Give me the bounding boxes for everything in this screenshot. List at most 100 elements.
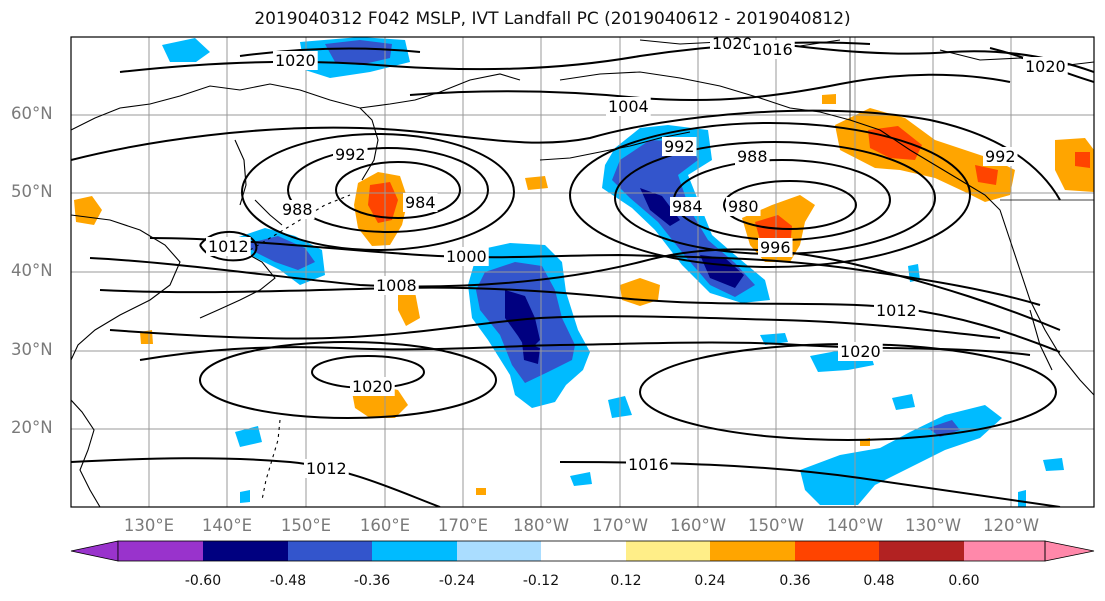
contour-low-east-980 xyxy=(723,180,857,230)
ivt-positive-patch-5 xyxy=(525,176,548,190)
coast-sakhalin xyxy=(234,139,247,206)
lon-label: 160°E xyxy=(359,516,411,535)
contour-label-background xyxy=(374,276,419,295)
contour-label-background xyxy=(838,342,883,361)
contour-1012 xyxy=(109,315,1001,340)
colorbar-segment xyxy=(795,541,879,561)
contour-label-background xyxy=(670,197,705,216)
contour-label-background xyxy=(206,237,251,256)
coast-asia-south xyxy=(71,399,101,507)
contour-996 xyxy=(71,109,1061,201)
colorbar-segment xyxy=(626,541,710,561)
contour-label: 1012 xyxy=(876,301,917,320)
ivt-negative-northwest-outer xyxy=(162,38,210,62)
contour-label-background xyxy=(758,238,793,257)
contour-label: 992 xyxy=(664,137,695,156)
colorbar-segment xyxy=(203,541,288,561)
contour-label-background xyxy=(626,455,671,474)
contour-label: 1020 xyxy=(840,342,881,361)
contour-low-west-984 xyxy=(335,161,461,219)
contour-label-background xyxy=(280,200,315,219)
lon-label: 140°W xyxy=(826,516,884,535)
contour-label: 1016 xyxy=(752,40,793,59)
contour-label-background xyxy=(403,193,438,212)
coast-kamchatka xyxy=(359,107,379,181)
contour-label: 992 xyxy=(985,147,1016,166)
coast-asia xyxy=(71,73,521,131)
lon-label: 170°W xyxy=(591,516,649,535)
contour-label: 1016 xyxy=(628,455,669,474)
colorbar-frame xyxy=(117,540,1046,562)
colorbar-segment xyxy=(964,541,1045,561)
ivt-negative-southeast-outer xyxy=(800,405,1002,505)
ivt-positive-canada-core2 xyxy=(975,165,998,185)
lon-label: 160°W xyxy=(669,516,727,535)
contour-label: 992 xyxy=(335,145,366,164)
coast-ne-canada xyxy=(939,49,1094,67)
ivt-negative-patch-6 xyxy=(570,472,592,486)
contour-label: 1020 xyxy=(352,377,393,396)
contour-label-background xyxy=(304,459,349,478)
colorbar-label: -0.36 xyxy=(353,573,391,589)
colorbar-segment xyxy=(372,541,457,561)
contour-label: 984 xyxy=(405,193,436,212)
colorbar xyxy=(70,540,1095,562)
lat-label: 60°N xyxy=(11,104,53,123)
colorbar-segment xyxy=(118,541,203,561)
colorbar-label: -0.60 xyxy=(184,573,222,589)
lon-label: 150°W xyxy=(747,516,805,535)
contour-label-background xyxy=(273,51,318,70)
ivt-negative-patch-2 xyxy=(760,333,788,345)
contour-1000 xyxy=(149,237,1041,306)
contour-low-east-992 xyxy=(569,122,971,268)
contour-label: 996 xyxy=(760,238,791,257)
colorbar-segment xyxy=(879,541,964,561)
ivt-positive-east-core xyxy=(1075,152,1090,168)
map-frame xyxy=(70,36,1095,508)
contour-low-west-988 xyxy=(287,147,489,233)
colorbar-label: 0.36 xyxy=(779,573,811,589)
colorbar-extend-low xyxy=(70,540,119,562)
colorbar-label: -0.12 xyxy=(522,573,560,589)
contour-1012-south xyxy=(71,457,441,507)
ivt-positive-nw-pacific-core xyxy=(368,182,398,223)
lat-label: 30°N xyxy=(11,340,53,359)
colorbar-label: 0.60 xyxy=(948,573,980,589)
contour-label: 1020 xyxy=(275,51,316,70)
ivt-negative-patch-10 xyxy=(1018,490,1026,507)
ivt-negative-patch-5 xyxy=(235,426,262,447)
colorbar-extend-high xyxy=(1044,540,1095,562)
ivt-negative-aleutian-core xyxy=(640,188,680,226)
colorbar-segment xyxy=(288,541,372,561)
contour-label: 988 xyxy=(282,200,313,219)
lon-label: 130°E xyxy=(123,516,175,535)
contour-low-west-992 xyxy=(241,133,515,251)
contour-labels: 1020 1020 1016 1020 1004 992 992 988 988… xyxy=(206,34,1068,478)
contour-label-background xyxy=(726,197,761,216)
contour-label-background xyxy=(710,37,755,53)
coast-japan-north xyxy=(254,199,283,226)
contour-label: 1020 xyxy=(712,34,753,53)
lat-label: 20°N xyxy=(11,418,53,437)
contour-1004-north xyxy=(409,73,1011,102)
colorbar-label: 0.12 xyxy=(610,573,642,589)
colorbar-segment xyxy=(541,541,626,561)
contour-label-background xyxy=(983,147,1018,166)
ivt-negative-central-core xyxy=(505,290,540,352)
contour-label-background xyxy=(1023,57,1068,76)
ivt-positive-patch-9 xyxy=(476,488,486,495)
coast-alaska xyxy=(559,71,851,121)
contour-label: 1008 xyxy=(376,276,417,295)
ivt-positive-patch-4 xyxy=(74,196,102,225)
contour-label: 980 xyxy=(728,197,759,216)
contour-label: 1012 xyxy=(306,459,347,478)
ivt-negative-patch-4 xyxy=(892,394,915,410)
contour-label: 988 xyxy=(737,147,768,166)
lon-label: 140°E xyxy=(201,516,253,535)
contour-label-background xyxy=(333,145,368,164)
contour-label-background xyxy=(750,40,795,59)
lon-label: 180°W xyxy=(512,516,570,535)
contour-label: 1012 xyxy=(208,237,249,256)
coast-kurils xyxy=(249,194,351,251)
